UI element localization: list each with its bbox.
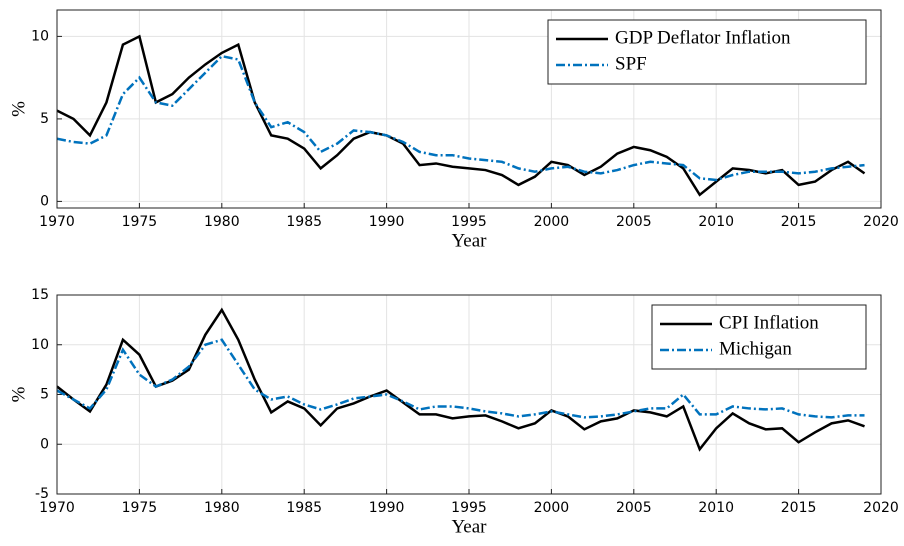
y-axis-label: %: [8, 101, 29, 117]
legend-label: SPF: [615, 53, 647, 74]
x-tick-label: 1980: [204, 214, 240, 230]
legend-box: [651, 304, 867, 370]
y-tick-label: -5: [35, 486, 49, 502]
x-tick-label: 1995: [451, 214, 487, 230]
legend-label: GDP Deflator Inflation: [615, 27, 791, 48]
data-line: [57, 338, 865, 419]
data-line: [57, 54, 865, 182]
data-line: [57, 34, 866, 197]
y-axis-label: %: [8, 386, 29, 402]
axes-box: [56, 294, 882, 495]
x-tick-label: 1975: [122, 500, 158, 516]
axes-box: [56, 9, 882, 209]
x-tick-label: 2020: [863, 500, 899, 516]
y-tick-label: 15: [31, 287, 49, 303]
y-tick-label: 5: [40, 387, 49, 403]
x-tick-label: 2015: [781, 500, 817, 516]
legend-label: Michigan: [719, 338, 792, 359]
x-tick-label: 2010: [698, 214, 734, 230]
x-tick-label: 1995: [451, 500, 487, 516]
x-tick-label: 1970: [39, 500, 75, 516]
x-tick-label: 2005: [616, 214, 652, 230]
y-tick-label: 10: [31, 28, 49, 44]
x-axis-label: Year: [451, 516, 487, 537]
x-tick-label: 1985: [286, 500, 322, 516]
x-tick-label: 2000: [534, 500, 570, 516]
y-tick-label: 0: [40, 436, 49, 452]
x-axis-label: Year: [451, 230, 487, 251]
x-tick-label: 2005: [616, 500, 652, 516]
data-line: [57, 307, 865, 452]
x-tick-label: 1975: [122, 214, 158, 230]
x-tick-label: 2000: [534, 214, 570, 230]
x-tick-label: 1985: [286, 214, 322, 230]
x-tick-label: 1970: [39, 214, 75, 230]
y-tick-label: 10: [31, 337, 49, 353]
x-tick-label: 2020: [863, 214, 899, 230]
x-tick-label: 1980: [204, 500, 240, 516]
x-tick-label: 1990: [369, 214, 405, 230]
x-tick-label: 1990: [369, 500, 405, 516]
y-tick-label: 5: [40, 111, 49, 127]
legend-label: CPI Inflation: [719, 312, 819, 333]
legend-box: [547, 19, 867, 85]
y-tick-label: 0: [40, 193, 49, 209]
x-tick-label: 2015: [781, 214, 817, 230]
x-tick-label: 2010: [698, 500, 734, 516]
